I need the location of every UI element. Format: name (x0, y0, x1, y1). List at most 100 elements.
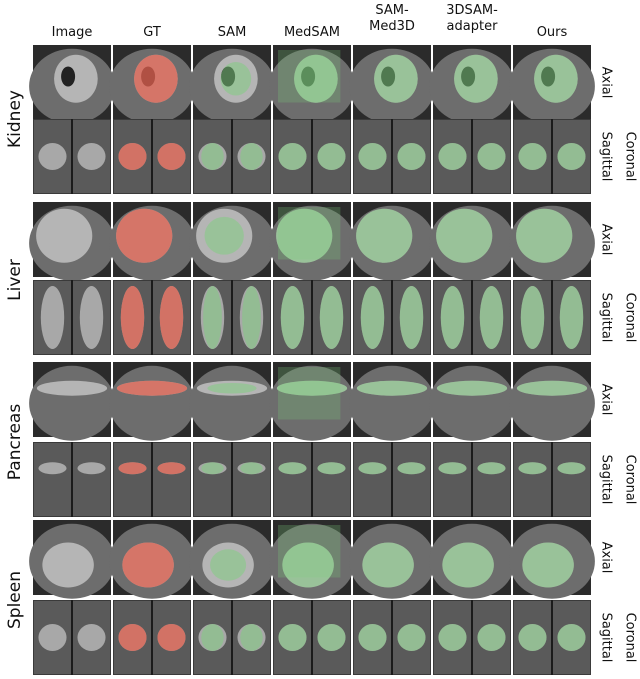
mask (277, 381, 347, 396)
mask (480, 286, 503, 349)
mask (160, 286, 183, 349)
mask (201, 624, 223, 651)
mask (477, 143, 505, 170)
mask (317, 624, 345, 651)
organ (54, 55, 98, 103)
image-cell (433, 280, 511, 355)
image-cell (113, 280, 191, 355)
mask (438, 624, 466, 651)
mask (557, 624, 585, 651)
view-label: Axial (599, 67, 614, 99)
view-label: Sagittal (599, 455, 614, 505)
body (29, 366, 115, 441)
image-cell (273, 600, 351, 675)
mask (221, 62, 252, 96)
image-cell (429, 202, 515, 281)
image-cell (273, 280, 351, 355)
column-header-line: SAM (218, 25, 247, 40)
mask (201, 462, 223, 474)
column-header-line: Med3D (369, 19, 415, 34)
mask (201, 143, 223, 170)
organ (36, 209, 92, 263)
mask (438, 462, 466, 474)
mask (477, 462, 505, 474)
mask (374, 55, 418, 103)
image-cell (429, 520, 515, 599)
image-cell (113, 119, 191, 194)
mask (522, 543, 573, 588)
mask (134, 55, 178, 103)
column-header-line: Image (52, 25, 93, 40)
image-cell (513, 119, 591, 194)
mask (517, 381, 587, 396)
view-label: Axial (599, 384, 614, 416)
organ (41, 286, 64, 349)
column-header-line: GT (143, 25, 161, 40)
half-bg (114, 443, 151, 516)
mask (157, 143, 185, 170)
view-label: Coronal (623, 293, 638, 343)
image-cell (349, 520, 435, 599)
organ-detail (61, 67, 75, 87)
mask (400, 286, 423, 349)
image-cell (353, 119, 431, 194)
mask (518, 624, 546, 651)
mask (207, 383, 256, 394)
column-header-line: Ours (537, 25, 568, 40)
organ (37, 381, 107, 396)
image-cell (109, 45, 195, 124)
mask (560, 286, 583, 349)
half-bg (34, 443, 71, 516)
body (189, 366, 275, 441)
mask (203, 286, 222, 349)
image-cell (349, 202, 435, 281)
image-cell (269, 45, 355, 124)
mask (278, 462, 306, 474)
mask (117, 381, 187, 396)
column-header: MedSAM (284, 25, 340, 40)
organ (42, 543, 93, 588)
mask (397, 143, 425, 170)
mask (557, 462, 585, 474)
mask (121, 286, 144, 349)
image-cell (269, 202, 355, 281)
mask (516, 209, 572, 263)
image-cell (273, 442, 351, 517)
column-header-line: MedSAM (284, 25, 340, 40)
mask (240, 462, 262, 474)
mask (397, 462, 425, 474)
image-cell (33, 600, 111, 675)
organ (38, 143, 66, 170)
mask (122, 543, 173, 588)
mask (436, 209, 492, 263)
mask (210, 549, 246, 581)
image-cell (509, 45, 595, 124)
organ (38, 462, 66, 474)
image-cell (189, 362, 275, 441)
mask (557, 143, 585, 170)
image-cell (29, 362, 115, 441)
organ (77, 624, 105, 651)
mask (477, 624, 505, 651)
half-bg (553, 443, 590, 516)
mask (320, 286, 343, 349)
half-bg (514, 443, 551, 516)
mask (518, 462, 546, 474)
image-cell (109, 520, 195, 599)
column-header-line: adapter (447, 19, 499, 34)
image-cell (193, 280, 271, 355)
mask (242, 286, 261, 349)
image-cell (33, 119, 111, 194)
image-cell (429, 45, 515, 124)
image-cell (353, 442, 431, 517)
half-bg (473, 443, 510, 516)
image-cell (349, 45, 435, 124)
mask (361, 286, 384, 349)
image-cell (193, 119, 271, 194)
column-header: Image (52, 25, 93, 40)
mask (441, 286, 464, 349)
image-cell (353, 280, 431, 355)
image-cell (273, 119, 351, 194)
column-header-line: SAM- (375, 3, 409, 18)
organ-label: Pancreas (5, 404, 25, 481)
